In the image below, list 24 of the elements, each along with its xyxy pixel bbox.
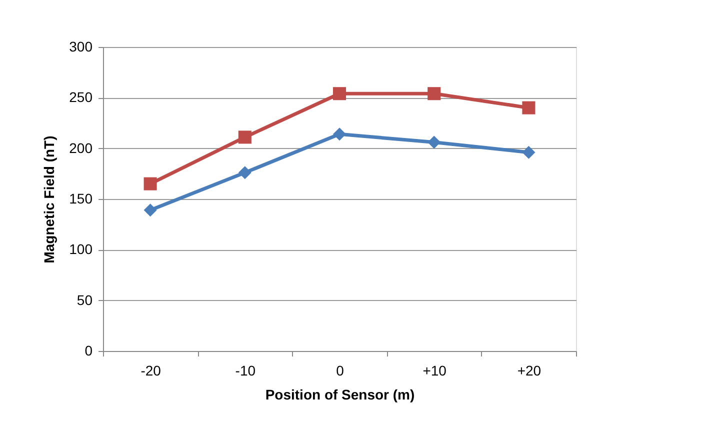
point (522, 146, 536, 159)
y-tick-label: 100 (69, 241, 93, 258)
point (332, 128, 346, 141)
y-tick-label: 50 (76, 292, 93, 308)
y-axis-title: Magnetic Field (nT) (41, 136, 58, 264)
point (332, 87, 346, 100)
x-tick-label: -10 (235, 362, 256, 378)
y-tick-label: 250 (69, 89, 93, 106)
point (238, 130, 252, 144)
y-tick-label: 200 (69, 140, 93, 156)
point (522, 101, 536, 114)
y-tick-label: 0 (84, 342, 93, 358)
y-tick-label: 150 (69, 190, 93, 206)
y-tick-label: 300 (69, 38, 93, 54)
point (238, 166, 252, 180)
x-tick-label: +10 (422, 362, 447, 378)
x-tick-label: +20 (517, 362, 542, 378)
point (428, 87, 441, 100)
point (144, 177, 157, 190)
point (428, 136, 441, 149)
x-axis-title: Position of Sensor (m) (265, 386, 415, 402)
point (144, 204, 157, 217)
x-tick-label: -20 (140, 362, 162, 378)
x-tick-label: 0 (336, 362, 344, 378)
